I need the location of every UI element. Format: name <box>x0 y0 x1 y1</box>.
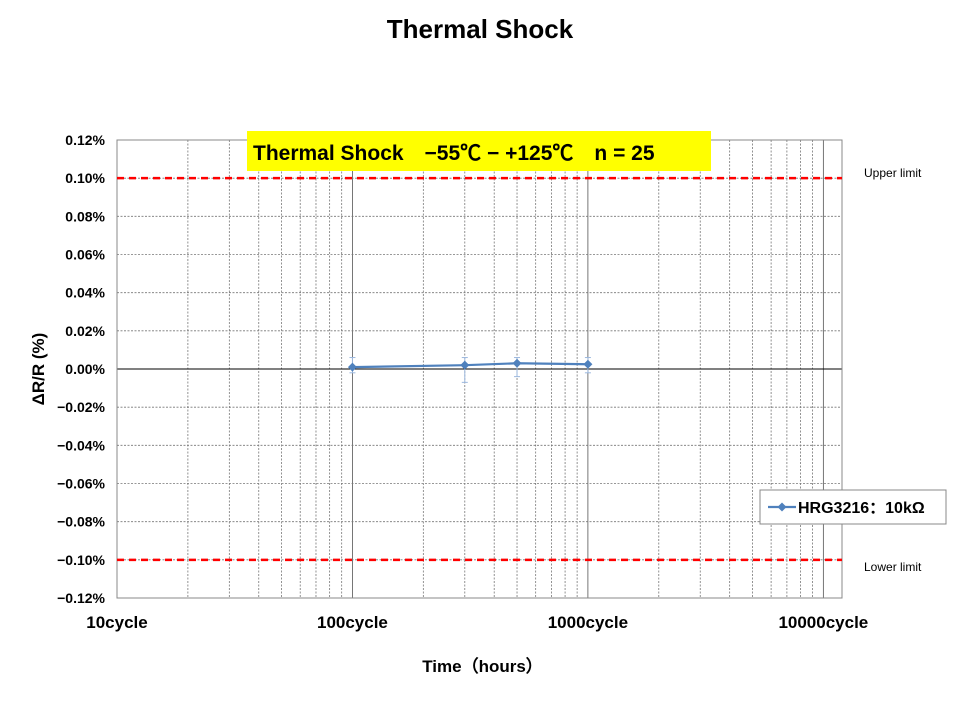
x-tick-label: 100cycle <box>317 613 388 632</box>
series-line <box>352 362 588 369</box>
y-tick-label: 0.12% <box>65 132 105 148</box>
y-tick-label: −0.04% <box>57 437 105 453</box>
limit-label-upper: Upper limit <box>864 166 922 180</box>
annotation-box <box>247 131 711 171</box>
y-axis-label: ΔR/R (%) <box>29 333 48 406</box>
page-title: Thermal Shock <box>386 14 574 44</box>
y-tick-label: 0.08% <box>65 208 105 224</box>
y-tick-label: 0.02% <box>65 323 105 339</box>
y-tick-label: −0.02% <box>57 399 105 415</box>
data-point <box>583 359 593 369</box>
data-point <box>460 360 470 370</box>
y-tick-label: −0.08% <box>57 514 105 530</box>
y-tick-label: 0.10% <box>65 170 105 186</box>
data-point <box>347 362 357 372</box>
data-point <box>512 358 522 368</box>
y-tick-label: 0.00% <box>65 361 105 377</box>
legend-label: HRG3216：10kΩ <box>798 500 925 517</box>
y-tick-label: −0.06% <box>57 476 105 492</box>
x-axis-label: Time（hours） <box>422 656 543 676</box>
x-tick-label: 1000cycle <box>548 613 628 632</box>
y-tick-label: 0.06% <box>65 247 105 263</box>
annotation-text: Thermal Shock −55℃ − +125℃ n = 25 <box>253 142 655 165</box>
y-tick-label: −0.12% <box>57 590 105 606</box>
limit-label-lower: Lower limit <box>864 560 922 574</box>
x-tick-label: 10cycle <box>86 613 147 632</box>
legend-marker <box>777 502 787 512</box>
y-tick-label: 0.04% <box>65 285 105 301</box>
y-tick-label: −0.10% <box>57 552 105 568</box>
x-tick-label: 10000cycle <box>778 613 868 632</box>
